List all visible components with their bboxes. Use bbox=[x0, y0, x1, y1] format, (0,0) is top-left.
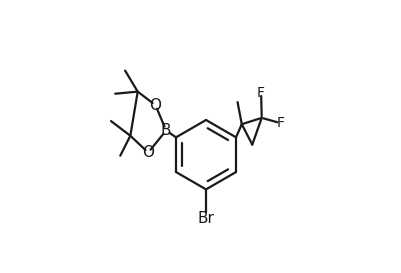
Text: F: F bbox=[276, 116, 284, 130]
Text: Br: Br bbox=[197, 211, 214, 226]
Text: O: O bbox=[149, 98, 161, 113]
Text: O: O bbox=[142, 145, 154, 160]
Text: F: F bbox=[257, 86, 264, 100]
Text: B: B bbox=[160, 123, 171, 138]
